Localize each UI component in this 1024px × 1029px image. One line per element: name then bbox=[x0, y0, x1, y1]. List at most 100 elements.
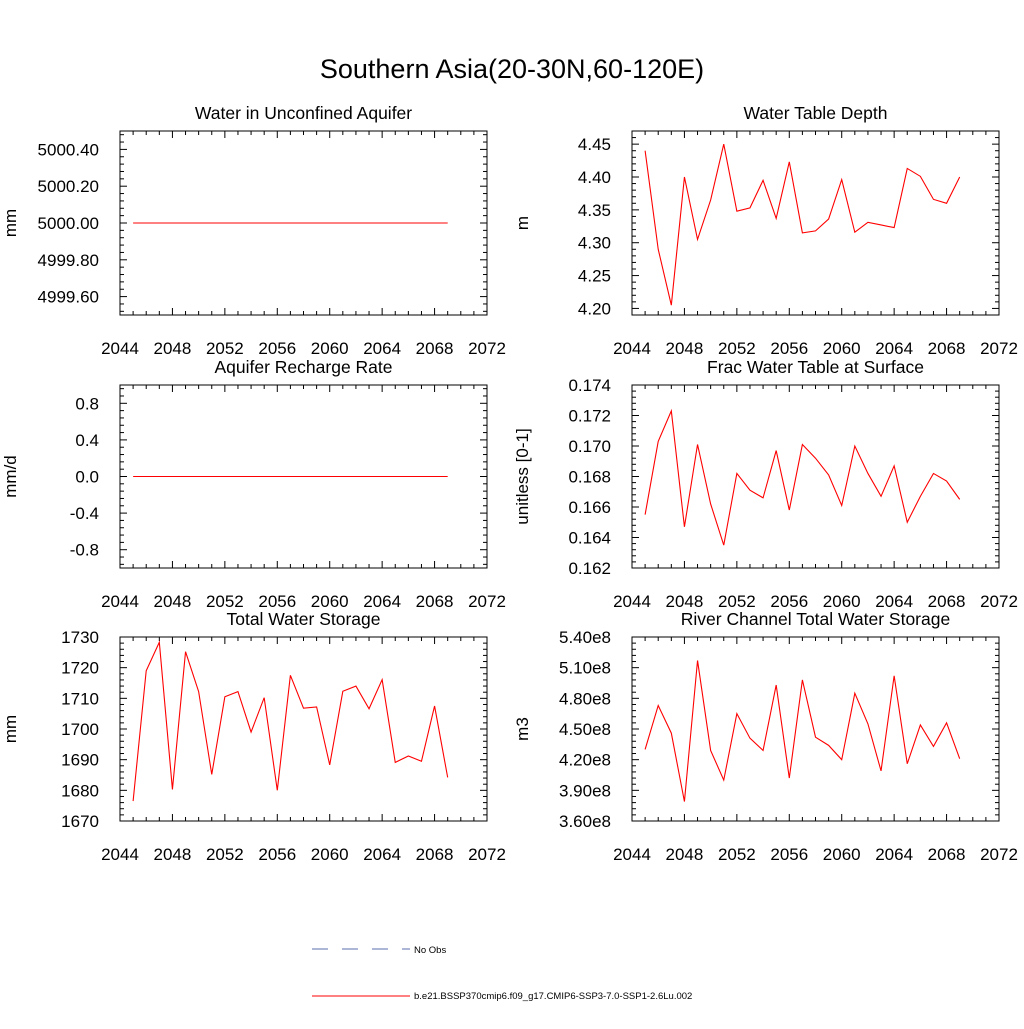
x-tick-label: 2044 bbox=[613, 592, 651, 611]
chart-panel-water-in-unconfined-aquifer: 2044 2048 2052 2056 2060 2064 2068 2072 4999.60 4… bbox=[1, 103, 506, 358]
figure-title: Southern Asia(20-30N,60-120E) bbox=[319, 54, 705, 84]
y-tick-label: -0.4 bbox=[70, 504, 99, 523]
panel-title: River Channel Total Water Storage bbox=[681, 609, 950, 629]
x-tick-label: 2064 bbox=[875, 339, 913, 358]
chart-panel-aquifer-recharge-rate: 2044 2048 2052 2056 2060 2064 2068 2072 -0.8 -0.4… bbox=[1, 357, 506, 611]
x-tick-label: 2072 bbox=[980, 592, 1018, 611]
y-tick-label: 4.25 bbox=[578, 267, 611, 286]
y-tick-label: 0.164 bbox=[568, 529, 611, 548]
legend-label-no-obs: No Obs bbox=[414, 945, 446, 956]
plot-frame bbox=[631, 384, 1000, 569]
x-tick-label: 2060 bbox=[823, 592, 861, 611]
x-tick-label: 2052 bbox=[718, 592, 756, 611]
x-tick-label: 2060 bbox=[311, 339, 349, 358]
y-axis-label: mm bbox=[1, 715, 20, 743]
x-tick-label: 2060 bbox=[823, 845, 861, 864]
x-tick-label: 2068 bbox=[416, 339, 454, 358]
x-tick-label: 2052 bbox=[206, 845, 244, 864]
series-line bbox=[644, 660, 961, 802]
y-tick-label: 1710 bbox=[61, 689, 99, 708]
panel-title: Water Table Depth bbox=[744, 103, 888, 123]
y-tick-label: 0.172 bbox=[568, 407, 611, 426]
y-tick-label: 0.170 bbox=[568, 437, 611, 456]
y-tick-label: 4.20 bbox=[578, 299, 611, 318]
x-tick-label: 2068 bbox=[928, 845, 966, 864]
y-tick-label: 0.8 bbox=[75, 394, 99, 413]
y-tick-label: 3.60e8 bbox=[559, 812, 611, 831]
x-tick-label: 2052 bbox=[206, 592, 244, 611]
plot-frame bbox=[119, 636, 488, 822]
x-tick-label: 2044 bbox=[101, 845, 139, 864]
series-line bbox=[644, 144, 961, 306]
y-tick-label: 4.20e8 bbox=[559, 751, 611, 770]
chart-panel-water-table-depth: 2044 2048 2052 2056 2060 2064 2068 2072 4.20 4.25… bbox=[513, 103, 1018, 358]
y-tick-label: 4.45 bbox=[578, 135, 611, 154]
x-tick-label: 2056 bbox=[770, 339, 808, 358]
y-tick-label: 0.168 bbox=[568, 468, 611, 487]
y-tick-label: 0.166 bbox=[568, 498, 611, 517]
x-tick-label: 2064 bbox=[875, 592, 913, 611]
x-tick-label: 2056 bbox=[770, 845, 808, 864]
x-tick-label: 2056 bbox=[770, 592, 808, 611]
y-tick-label: 4.80e8 bbox=[559, 689, 611, 708]
legend-label-case: b.e21.BSSP370cmip6.f09_g17.CMIP6-SSP3-7.… bbox=[414, 991, 692, 1002]
y-tick-label: 4.30 bbox=[578, 234, 611, 253]
y-tick-label: -0.8 bbox=[70, 541, 99, 560]
panel-title: Total Water Storage bbox=[226, 609, 380, 629]
x-tick-label: 2060 bbox=[823, 339, 861, 358]
y-tick-label: 4.35 bbox=[578, 201, 611, 220]
x-tick-label: 2044 bbox=[613, 339, 651, 358]
x-tick-label: 2048 bbox=[666, 845, 704, 864]
legend: No Obs b.e21.BSSP370cmip6.f09_g17.CMIP6-S… bbox=[312, 945, 692, 1002]
x-tick-label: 2064 bbox=[363, 845, 401, 864]
chart-panel-total-water-storage: 2044 2048 2052 2056 2060 2064 2068 2072 1670 1680… bbox=[1, 609, 506, 864]
y-tick-label: 0.4 bbox=[75, 431, 99, 450]
y-axis-label: unitless [0-1] bbox=[513, 428, 532, 524]
y-tick-label: 1720 bbox=[61, 659, 99, 678]
chart-panel-river-channel-total-water-storage: 2044 2048 2052 2056 2060 2064 2068 2072 3.60e8 3.… bbox=[513, 609, 1018, 864]
plot-frame bbox=[631, 130, 1000, 316]
y-axis-label: m bbox=[513, 216, 532, 230]
y-axis-label: m3 bbox=[513, 717, 532, 741]
panel-title: Water in Unconfined Aquifer bbox=[195, 103, 412, 123]
x-tick-label: 2052 bbox=[718, 339, 756, 358]
x-tick-label: 2056 bbox=[258, 592, 296, 611]
y-tick-label: 0.174 bbox=[568, 376, 611, 395]
y-tick-label: 5000.20 bbox=[38, 177, 99, 196]
x-tick-label: 2064 bbox=[363, 592, 401, 611]
y-tick-label: 4999.60 bbox=[38, 288, 99, 307]
y-tick-label: 0.162 bbox=[568, 559, 611, 578]
x-tick-label: 2072 bbox=[980, 845, 1018, 864]
y-axis-label: mm bbox=[1, 209, 20, 237]
x-tick-label: 2048 bbox=[154, 592, 192, 611]
y-tick-label: 1730 bbox=[61, 628, 99, 647]
x-tick-label: 2048 bbox=[154, 339, 192, 358]
x-tick-label: 2056 bbox=[258, 339, 296, 358]
x-tick-label: 2072 bbox=[468, 339, 506, 358]
y-axis-label: mm/d bbox=[1, 455, 20, 498]
x-tick-label: 2064 bbox=[363, 339, 401, 358]
x-tick-label: 2064 bbox=[875, 845, 913, 864]
y-tick-label: 4.50e8 bbox=[559, 720, 611, 739]
x-tick-label: 2044 bbox=[613, 845, 651, 864]
x-tick-label: 2048 bbox=[666, 339, 704, 358]
x-tick-label: 2068 bbox=[416, 592, 454, 611]
x-tick-label: 2048 bbox=[154, 845, 192, 864]
chart-panel-frac-water-table-at-surface: 2044 2048 2052 2056 2060 2064 2068 2072 0.162 0.1… bbox=[513, 357, 1018, 611]
y-tick-label: 1680 bbox=[61, 781, 99, 800]
y-tick-label: 5.10e8 bbox=[559, 659, 611, 678]
y-tick-label: 1670 bbox=[61, 812, 99, 831]
y-tick-label: 1700 bbox=[61, 720, 99, 739]
plot-frame bbox=[631, 636, 1000, 822]
x-tick-label: 2072 bbox=[468, 592, 506, 611]
y-tick-label: 4.40 bbox=[578, 168, 611, 187]
panel-title: Frac Water Table at Surface bbox=[707, 357, 924, 377]
x-tick-label: 2060 bbox=[311, 592, 349, 611]
x-tick-label: 2072 bbox=[980, 339, 1018, 358]
x-tick-label: 2052 bbox=[206, 339, 244, 358]
x-tick-label: 2044 bbox=[101, 339, 139, 358]
x-tick-label: 2068 bbox=[416, 845, 454, 864]
x-tick-label: 2072 bbox=[468, 845, 506, 864]
